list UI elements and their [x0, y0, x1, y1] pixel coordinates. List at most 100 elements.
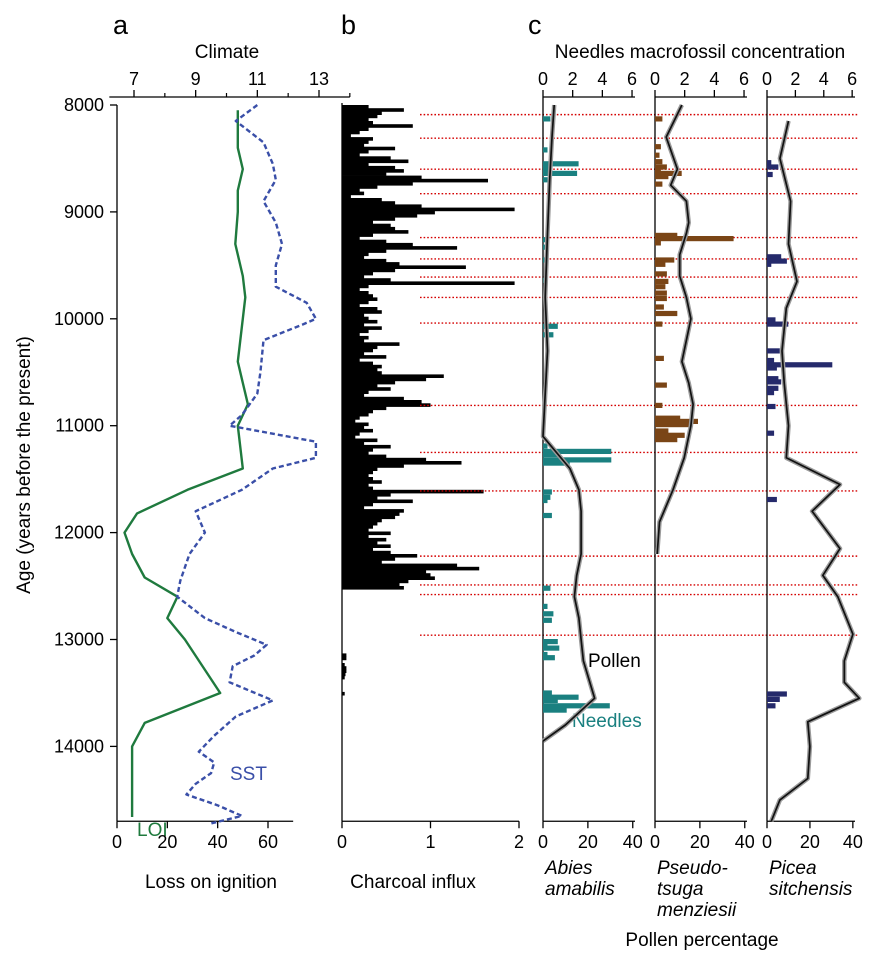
charcoal-tick-label-1: 1 — [425, 832, 435, 852]
charcoal-bar — [342, 451, 369, 455]
needle-bar — [543, 443, 548, 449]
charcoal-bar — [342, 489, 484, 494]
charcoal-bar — [342, 656, 347, 661]
charcoal-bar — [342, 480, 382, 484]
needles-tick-label-2: 4 — [597, 69, 607, 89]
charcoal-bar — [342, 287, 360, 292]
charcoal-bar — [342, 268, 396, 273]
charcoal-bar — [342, 233, 373, 237]
needle-bar — [655, 257, 675, 263]
charcoal-bar — [342, 342, 400, 346]
needle-bar — [767, 254, 782, 260]
taxon-name-line: menziesii — [657, 900, 737, 921]
pollen-tick-label-0: 0 — [762, 832, 772, 852]
charcoal-bar — [342, 477, 373, 481]
charcoal-tick-label-0: 0 — [337, 832, 347, 852]
charcoal-bar — [342, 374, 444, 378]
pollen-tick-label-2: 40 — [843, 832, 863, 852]
charcoal-bar — [342, 201, 396, 205]
needle-bar — [655, 321, 663, 327]
pollen-curve — [770, 120, 861, 822]
needle-bar — [767, 703, 776, 709]
needle-bar — [767, 258, 787, 264]
charcoal-bar — [342, 130, 360, 135]
charcoal-bar — [342, 185, 378, 189]
charcoal-bar — [342, 223, 391, 228]
needle-bar — [543, 639, 558, 645]
charcoal-bar — [342, 467, 378, 471]
sst-curve — [176, 104, 318, 825]
age-tick-label-5: 13000 — [54, 630, 104, 650]
needles-bars-label: Needles — [572, 711, 642, 732]
needle-bar — [767, 171, 773, 178]
needle-bar — [767, 403, 776, 410]
charcoal-bar — [342, 262, 400, 266]
needle-bar — [543, 494, 551, 500]
charcoal-bar — [342, 461, 462, 465]
needles-tick-label-3: 6 — [627, 69, 637, 89]
loi-series-label: LOI — [137, 820, 168, 841]
needle-bar — [655, 174, 669, 180]
needle-bar — [543, 177, 548, 183]
needle-bar — [543, 585, 551, 591]
pollen-tick-label-0: 0 — [538, 832, 548, 852]
needle-bar — [655, 240, 661, 246]
charcoal-bar — [342, 127, 369, 131]
charcoal-bar — [342, 124, 413, 128]
loi-tick-label-1: 20 — [157, 832, 177, 852]
charcoal-bar — [342, 217, 396, 221]
needle-bar — [543, 164, 551, 170]
charcoal-bar — [342, 294, 373, 298]
needle-bar — [655, 422, 693, 428]
charcoal-bar — [342, 339, 365, 343]
charcoal-tick-label-2: 2 — [514, 832, 524, 852]
needle-bar — [543, 497, 548, 504]
needle-bar — [655, 116, 663, 122]
loi-tick-label-3: 60 — [258, 832, 278, 852]
pollen-curve-label: Pollen — [588, 651, 641, 672]
charcoal-bar — [342, 390, 369, 394]
charcoal-bar — [342, 518, 382, 523]
charcoal-bar — [342, 236, 360, 241]
charcoal-bar — [342, 146, 396, 151]
needles-tick-label-3: 6 — [847, 69, 857, 89]
charcoal-bar — [342, 271, 373, 276]
needle-bar — [767, 365, 777, 371]
charcoal-bar — [342, 162, 369, 167]
taxon-name-line: Picea — [769, 858, 817, 879]
needles-concentration-title: Needles macrofossil concentration — [555, 42, 845, 63]
charcoal-bar — [342, 528, 369, 532]
needle-bar — [655, 164, 667, 170]
needles-tick-label-2: 4 — [709, 69, 719, 89]
charcoal-bar — [342, 307, 378, 311]
needle-bar — [655, 382, 667, 388]
needle-bar — [655, 432, 685, 438]
needle-bar — [767, 317, 776, 323]
charcoal-bar — [342, 586, 404, 590]
charcoal-bar — [342, 416, 360, 420]
panel-b-letter: b — [341, 10, 356, 40]
pollen-curve — [656, 104, 694, 555]
age-tick-label-6: 14000 — [54, 736, 104, 756]
charcoal-bar — [342, 573, 431, 577]
charcoal-bar — [342, 515, 396, 520]
charcoal-bar — [342, 493, 391, 497]
needle-bar — [655, 418, 698, 424]
needle-bar — [655, 232, 678, 238]
pollen-tick-label-0: 0 — [650, 832, 660, 852]
needle-bar — [767, 496, 777, 503]
needle-bar — [543, 697, 558, 703]
panel-letters: a b c — [113, 10, 542, 40]
charcoal-bar — [342, 537, 387, 542]
charcoal-bar — [342, 300, 369, 305]
charcoal-bar — [342, 403, 431, 407]
age-axis: Age (years before the present) 8000 9000 1… — [14, 95, 118, 822]
needle-bar — [543, 512, 552, 519]
needle-bar — [655, 236, 734, 242]
needle-bar — [543, 170, 578, 176]
charcoal-bar — [342, 387, 391, 391]
needle-bar — [655, 295, 667, 302]
needle-bar — [543, 603, 548, 609]
pollen-tick-label-1: 20 — [690, 832, 710, 852]
needles-tick-label-0: 0 — [762, 69, 772, 89]
